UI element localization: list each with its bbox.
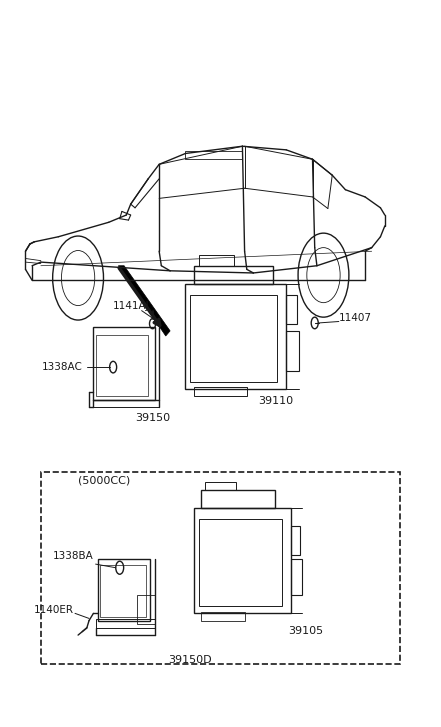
Bar	[186, 284, 286, 389]
Bar	[96, 619, 155, 628]
Bar	[194, 266, 273, 284]
Text: 11407: 11407	[339, 313, 372, 323]
Text: 39150: 39150	[135, 413, 170, 422]
Bar	[100, 565, 146, 617]
Bar	[93, 327, 155, 400]
Text: 1338BA: 1338BA	[52, 551, 93, 561]
Bar	[186, 150, 243, 159]
Bar	[137, 595, 155, 624]
Text: 1338AC: 1338AC	[42, 362, 83, 372]
Bar	[198, 255, 234, 266]
Text: 39110: 39110	[258, 396, 293, 406]
Bar	[198, 519, 282, 606]
Bar	[291, 559, 302, 595]
Bar	[291, 526, 300, 555]
Bar	[205, 481, 236, 490]
Text: (5000CC): (5000CC)	[78, 475, 131, 486]
Polygon shape	[118, 266, 170, 336]
Text: 39105: 39105	[288, 627, 324, 636]
Bar	[98, 559, 150, 621]
Bar	[201, 490, 275, 508]
Bar	[286, 294, 297, 324]
Text: 1141AJ: 1141AJ	[112, 302, 149, 311]
Text: 1140ER: 1140ER	[34, 605, 74, 615]
Bar	[194, 508, 291, 614]
Bar	[190, 294, 277, 382]
Text: 39150D: 39150D	[168, 654, 212, 664]
Bar	[201, 612, 245, 621]
Bar	[286, 331, 299, 371]
Bar	[194, 387, 247, 396]
Bar	[96, 334, 148, 396]
